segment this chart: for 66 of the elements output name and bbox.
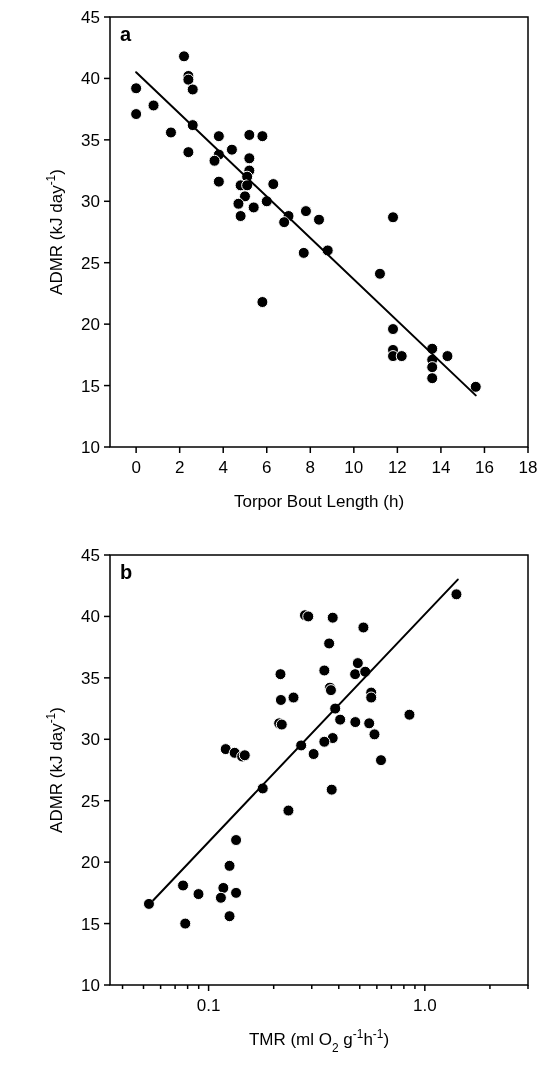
point bbox=[256, 130, 269, 143]
x-tick-label: 16 bbox=[475, 458, 494, 477]
x-tick-label: 10 bbox=[344, 458, 364, 477]
annotation: a bbox=[120, 23, 132, 45]
point bbox=[232, 197, 245, 210]
point bbox=[130, 82, 143, 95]
point bbox=[426, 372, 439, 385]
point bbox=[241, 179, 254, 192]
y-tick-label: 45 bbox=[81, 7, 100, 27]
x-tick-label: 2 bbox=[174, 458, 185, 477]
point bbox=[469, 380, 482, 393]
x-tick-label: 4 bbox=[218, 458, 228, 477]
point bbox=[208, 154, 221, 167]
x-axis-title: TMR (ml O$_{2}$ g$^{-1}$h$^{-1}$) bbox=[248, 1027, 390, 1055]
point bbox=[243, 152, 256, 165]
x-axis-title: Torpor Bout Length (h) bbox=[233, 492, 405, 511]
y-tick-label: 30 bbox=[81, 730, 100, 750]
point bbox=[147, 99, 160, 112]
x-tick-label: 12 bbox=[387, 458, 407, 477]
point bbox=[186, 83, 199, 96]
x-tick-label: 0.1 bbox=[196, 996, 221, 1015]
y-tick-label: 30 bbox=[81, 192, 100, 212]
y-tick-label: 15 bbox=[81, 914, 100, 934]
point bbox=[234, 210, 247, 223]
point bbox=[256, 296, 269, 309]
x-tick-label: 6 bbox=[262, 458, 272, 477]
point bbox=[278, 216, 291, 229]
point bbox=[243, 128, 256, 141]
point bbox=[182, 146, 195, 159]
point bbox=[225, 143, 238, 156]
y-tick-label: 10 bbox=[81, 437, 100, 457]
point bbox=[212, 175, 225, 188]
point bbox=[130, 108, 143, 121]
y-tick-label: 25 bbox=[81, 253, 100, 273]
y-tick-label: 35 bbox=[81, 668, 100, 688]
point bbox=[238, 190, 251, 203]
y-tick-label: 40 bbox=[81, 69, 100, 89]
y-tick-label: 10 bbox=[81, 975, 100, 995]
y-tick-label: 35 bbox=[81, 130, 100, 150]
point bbox=[426, 361, 439, 374]
x-tick-label: 18 bbox=[518, 458, 538, 477]
annotation: b bbox=[120, 561, 133, 583]
point bbox=[313, 213, 325, 226]
point bbox=[395, 350, 408, 363]
x-tick-label: 14 bbox=[431, 458, 451, 477]
point bbox=[267, 178, 280, 191]
y-tick-label: 45 bbox=[81, 545, 100, 565]
point bbox=[299, 205, 312, 218]
y-tick-label: 15 bbox=[81, 376, 100, 396]
point bbox=[441, 350, 454, 363]
point bbox=[373, 267, 386, 280]
x-tick-label: 8 bbox=[305, 458, 316, 477]
x-tick-label: 1.0 bbox=[413, 996, 437, 1015]
point bbox=[387, 323, 400, 336]
y-tick-label: 20 bbox=[81, 315, 100, 335]
point bbox=[387, 211, 400, 224]
y-tick-label: 20 bbox=[81, 853, 100, 873]
y-tick-label: 25 bbox=[81, 791, 100, 811]
x-tick-label: 0 bbox=[131, 458, 141, 477]
point bbox=[297, 246, 310, 259]
point bbox=[164, 126, 177, 139]
y-tick-label: 40 bbox=[81, 607, 100, 627]
point bbox=[178, 50, 191, 63]
point bbox=[182, 73, 195, 86]
point bbox=[247, 201, 260, 214]
point bbox=[212, 130, 225, 143]
